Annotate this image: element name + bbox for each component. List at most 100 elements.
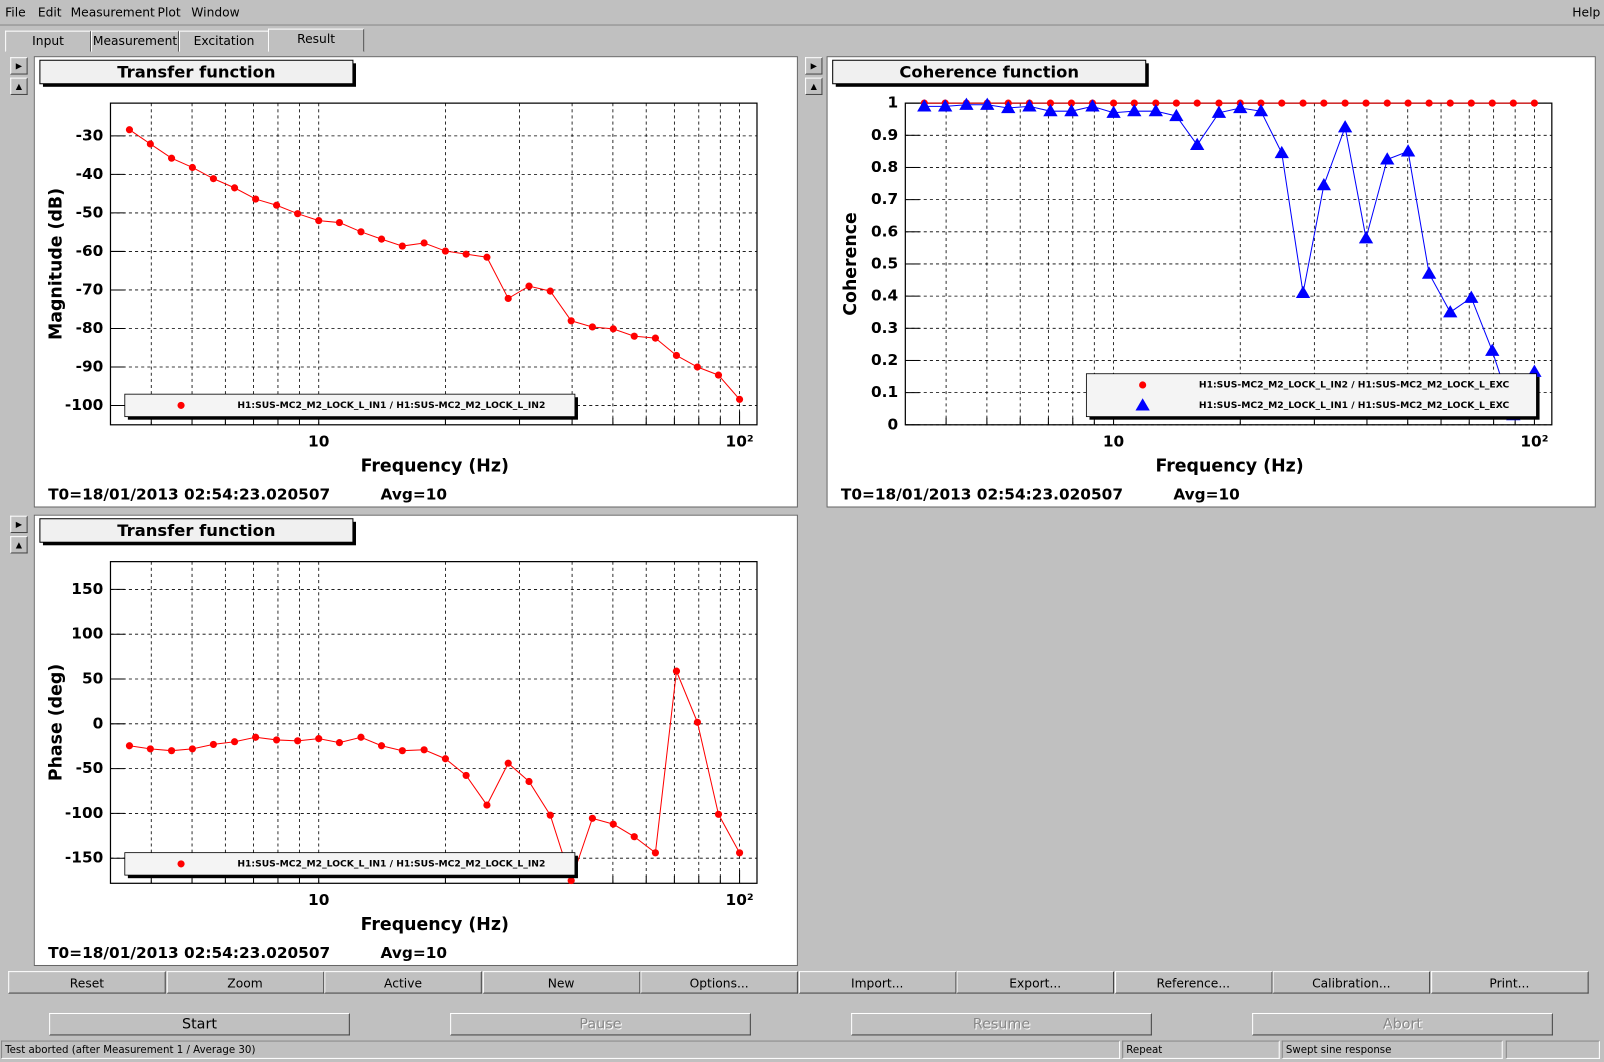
panel-arrow[interactable]: ▲ <box>10 536 28 554</box>
button[interactable]: Export... <box>956 971 1115 994</box>
tab[interactable]: Result <box>268 28 365 53</box>
data-point <box>357 228 365 236</box>
data-point <box>1278 99 1286 107</box>
t0-label: T0=18/01/2013 02:54:23.020507 <box>48 944 330 962</box>
tab[interactable]: Measurement <box>91 30 180 53</box>
button[interactable]: Import... <box>798 971 956 994</box>
legend-marker <box>1135 398 1150 411</box>
data-point <box>917 99 932 112</box>
data-point <box>1022 99 1037 112</box>
legend-label: H1:SUS-MC2_M2_LOCK_L_IN1 / H1:SUS-MC2_M2… <box>237 400 545 411</box>
data-point <box>1067 99 1075 107</box>
y-tick-label: 0.9 <box>871 126 898 144</box>
data-point <box>714 371 723 379</box>
data-point <box>420 239 428 247</box>
y-tick-label: -50 <box>76 203 104 221</box>
data-point <box>1485 343 1500 356</box>
data-point <box>735 849 744 857</box>
data-point <box>252 733 260 741</box>
data-point <box>1488 99 1496 107</box>
x-axis-label: Frequency (Hz) <box>361 457 509 477</box>
data-point <box>1085 99 1100 112</box>
data-point <box>1193 99 1201 107</box>
data-point <box>1316 178 1332 191</box>
data-point <box>315 217 323 225</box>
status-field-empty <box>1505 1040 1600 1059</box>
data-point <box>672 351 681 360</box>
button[interactable]: New <box>482 971 640 994</box>
data-point <box>693 363 701 371</box>
panel-arrow[interactable]: ▲ <box>10 77 28 95</box>
data-point <box>630 833 638 841</box>
data-point <box>252 195 260 203</box>
y-tick-label: 0.3 <box>871 319 898 337</box>
chart: Coherence function 10 10² 0 0.1 0.2 0.3 0.4 0.5 0… <box>832 59 1553 504</box>
title-box <box>39 518 354 543</box>
button[interactable]: Print... <box>1430 971 1589 994</box>
button[interactable]: Reference... <box>1114 971 1273 994</box>
button[interactable]: Active <box>324 971 482 994</box>
x-tick-label: 10 <box>308 433 329 451</box>
data-point <box>525 282 533 290</box>
data-point <box>714 810 723 818</box>
control-button[interactable]: Resume <box>851 1012 1152 1036</box>
tab[interactable]: Input <box>5 30 92 53</box>
menu-item[interactable]: Help <box>1572 5 1601 20</box>
avg-label: Avg=10 <box>381 486 448 504</box>
data-point <box>272 201 281 209</box>
y-axis-label: Magnitude (dB) <box>46 188 66 340</box>
menu-item[interactable]: Measurement <box>70 5 155 20</box>
menu-item[interactable]: Window <box>191 5 240 20</box>
menu-item[interactable]: Plot <box>157 5 181 20</box>
data-point <box>1400 144 1416 157</box>
button[interactable]: Calibration... <box>1272 971 1431 994</box>
button[interactable]: Zoom <box>166 971 324 994</box>
data-point <box>1169 108 1184 122</box>
panel-arrow[interactable]: ▶ <box>10 515 28 534</box>
chart-title: Transfer function <box>117 63 275 82</box>
plot-panel: Coherence function 10 10² 0 0.1 0.2 0.3 0.4 0.5 0… <box>826 56 1596 508</box>
y-tick-label: 0 <box>887 415 898 433</box>
x-tick-label: 10² <box>726 891 754 909</box>
panel-arrow[interactable]: ▲ <box>805 77 823 95</box>
data-point <box>1215 99 1223 107</box>
data-point <box>1190 137 1205 151</box>
button-row: Reset Zoom Active New Options... Import... Exp… <box>8 971 1589 996</box>
menu-item[interactable]: File <box>5 5 26 20</box>
data-point <box>980 97 995 110</box>
y-axis-label: Coherence <box>841 212 861 315</box>
data-point <box>1404 99 1412 107</box>
control-button[interactable]: Pause <box>450 1012 751 1036</box>
data-point <box>167 747 176 755</box>
data-point <box>1362 99 1370 107</box>
control-button[interactable]: Start <box>49 1012 350 1036</box>
chart-title: Coherence function <box>899 63 1079 82</box>
y-tick-label: 1 <box>887 94 898 112</box>
y-tick-label: 0.7 <box>871 190 898 208</box>
panel-arrow[interactable]: ▶ <box>805 57 823 75</box>
y-tick-label: 0.1 <box>871 383 898 401</box>
data-point <box>315 735 323 743</box>
data-point <box>1530 99 1538 107</box>
data-point <box>630 332 638 340</box>
control-button[interactable]: Abort <box>1252 1012 1553 1036</box>
status-field: Repeat <box>1122 1040 1280 1059</box>
tab[interactable]: Excitation <box>179 30 270 53</box>
menu-item[interactable]: Edit <box>37 5 62 20</box>
data-point <box>1380 152 1395 165</box>
button[interactable]: Reset <box>8 971 166 994</box>
panel-arrow[interactable]: ▶ <box>10 57 28 75</box>
data-point <box>1127 104 1142 117</box>
data-point <box>504 294 512 303</box>
x-axis-label: Frequency (Hz) <box>1155 457 1303 477</box>
x-axis-label: Frequency (Hz) <box>361 915 509 935</box>
avg-label: Avg=10 <box>1173 486 1240 504</box>
title-box <box>39 59 354 85</box>
button[interactable]: Options... <box>640 971 798 994</box>
data-point <box>272 736 281 744</box>
x-tick-label: 10² <box>726 433 754 451</box>
data-point <box>357 733 365 741</box>
data-point <box>125 126 134 134</box>
data-point <box>651 849 659 857</box>
legend-label: H1:SUS-MC2_M2_LOCK_L_IN1 / H1:SUS-MC2_M2… <box>1199 400 1510 411</box>
